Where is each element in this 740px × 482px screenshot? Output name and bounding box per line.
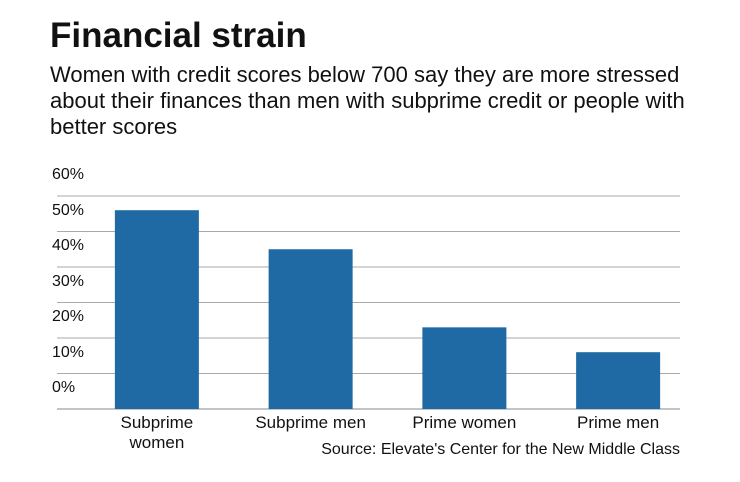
x-tick-label: Subprime men (255, 413, 366, 432)
y-tick-label: 40% (52, 237, 85, 254)
y-tick-label: 30% (52, 272, 85, 290)
chart-title: Financial strain (50, 16, 307, 55)
bar (268, 249, 353, 409)
x-tick-label: Prime men (577, 413, 660, 432)
x-tick-label: Prime women (412, 413, 517, 432)
y-tick-label: 0% (52, 379, 76, 396)
y-tick-label: 50% (52, 201, 85, 219)
bar (422, 327, 507, 409)
y-tick-label: 60% (52, 166, 85, 183)
y-tick-label: 20% (52, 308, 85, 325)
bar (114, 210, 199, 409)
x-tick-label: Subprime women (120, 413, 194, 452)
source-note: Source: Elevate's Center for the New Mid… (321, 441, 680, 458)
bar (576, 352, 661, 409)
y-tick-label: 10% (52, 343, 85, 361)
chart-subtitle: Women with credit scores below 700 say t… (50, 62, 685, 139)
